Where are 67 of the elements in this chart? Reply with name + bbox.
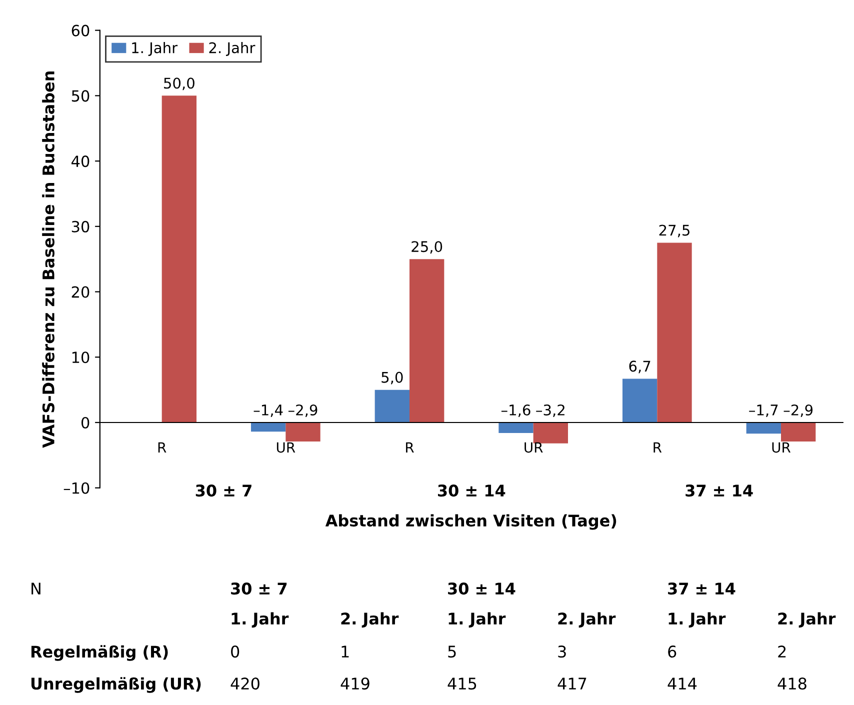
text: 419 — [340, 678, 370, 690]
bar — [409, 259, 444, 422]
bar — [746, 422, 781, 434]
text: 420 — [230, 678, 260, 690]
text: 2 — [778, 646, 786, 658]
data-label: 5,0 — [382, 372, 403, 384]
x-tick-label: UR — [772, 442, 790, 453]
text: 30 ± 14 — [448, 582, 516, 595]
text: 30 ± 7 — [231, 582, 287, 595]
bar — [622, 378, 658, 422]
y-tick-label: 30 — [72, 220, 90, 232]
data-label: –3,2 — [536, 404, 564, 417]
data-label: –1,4 — [254, 404, 283, 417]
data-label: –2,9 — [784, 404, 813, 417]
x-tick-label: UR — [524, 442, 543, 453]
y-axis-title: VAFS-Differenz zu Baseline in Buchstaben — [42, 72, 54, 448]
annotation: 37 ± 14 — [686, 484, 753, 497]
data-label: –1,7 — [749, 404, 778, 417]
text: N — [32, 582, 40, 594]
x-tick-label: R — [406, 442, 414, 452]
data-label: –2,9 — [288, 404, 318, 417]
text: 415 — [448, 678, 476, 690]
x-tick-label: UR — [276, 442, 296, 453]
x-axis-title: Abstand zwischen Visiten (Tage) — [325, 514, 616, 530]
y-tick-label: 10 — [72, 352, 90, 364]
data-label: 27,5 — [659, 224, 690, 238]
y-tick-label: –10 — [64, 482, 90, 494]
y-tick-label: 40 — [72, 156, 90, 168]
text: 5 — [448, 646, 456, 658]
data-label: 50,0 — [164, 78, 194, 90]
data-label: –1,6 — [501, 404, 530, 417]
text: 3 — [558, 646, 566, 658]
text: 417 — [558, 678, 586, 690]
text: 1. Jahr — [668, 612, 726, 628]
text: 2. Jahr — [778, 612, 836, 628]
text: 6 — [668, 646, 676, 658]
text: Regelmäßig (R) — [31, 645, 168, 661]
y-tick-label: 0 — [81, 416, 90, 429]
annotation: 30 ± 7 — [196, 484, 252, 497]
bar — [533, 422, 568, 444]
data-label: 25,0 — [412, 241, 442, 254]
text: 414 — [668, 678, 697, 690]
data-label: 6,7 — [629, 360, 650, 374]
text: 418 — [778, 678, 806, 690]
legend-label: 2. Jahr — [209, 42, 256, 56]
y-tick-label: 20 — [72, 286, 90, 298]
bar — [780, 422, 816, 442]
text: 0 — [231, 646, 240, 658]
text: Unregelmäßig (UR) — [31, 677, 201, 693]
text: 1 — [342, 646, 349, 658]
text: 37 ± 14 — [668, 582, 736, 595]
bar — [498, 422, 534, 433]
text: 1. Jahr — [232, 612, 289, 628]
y-tick-label: 60 — [72, 24, 90, 36]
text: 2. Jahr — [558, 612, 616, 628]
text: 1. Jahr — [448, 612, 506, 628]
bar — [162, 96, 197, 422]
bar — [250, 422, 286, 432]
bar — [657, 242, 692, 422]
x-tick-label: R — [158, 442, 166, 452]
x-tick-label: R — [654, 442, 662, 452]
y-tick-label: 50 — [72, 90, 90, 102]
text: 2. Jahr — [341, 612, 399, 628]
bar — [286, 422, 320, 442]
legend-label: 1. Jahr — [132, 42, 178, 56]
annotation: 30 ± 14 — [438, 484, 506, 497]
bar — [374, 390, 410, 422]
